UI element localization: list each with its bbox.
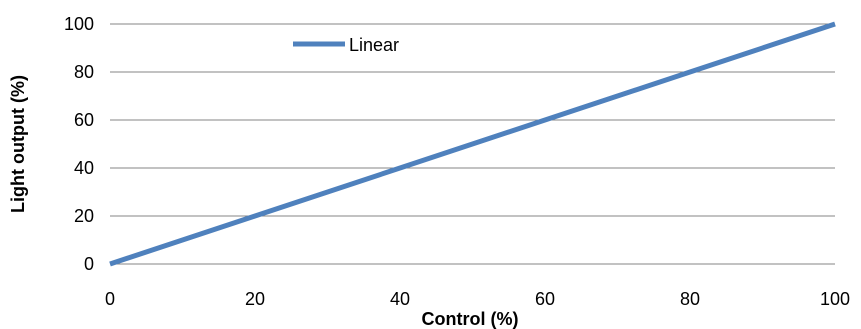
y-tick-labels: 0 20 40 60 80 100	[64, 14, 94, 274]
x-tick-label: 20	[245, 289, 265, 309]
x-tick-label: 80	[680, 289, 700, 309]
y-tick-label: 80	[74, 62, 94, 82]
x-tick-labels: 0 20 40 60 80 100	[105, 289, 850, 309]
x-tick-label: 0	[105, 289, 115, 309]
x-axis-title: Control (%)	[422, 309, 519, 329]
y-tick-label: 20	[74, 206, 94, 226]
y-tick-label: 0	[84, 254, 94, 274]
y-tick-label: 60	[74, 110, 94, 130]
x-tick-label: 60	[535, 289, 555, 309]
legend-label: Linear	[349, 35, 399, 55]
y-tick-label: 100	[64, 14, 94, 34]
series-line-linear	[109, 21, 836, 267]
legend: Linear	[293, 35, 399, 55]
gridlines	[110, 23, 835, 217]
y-tick-label: 40	[74, 158, 94, 178]
y-axis-title: Light output (%)	[8, 75, 28, 213]
x-tick-label: 40	[390, 289, 410, 309]
x-tick-label: 100	[820, 289, 850, 309]
